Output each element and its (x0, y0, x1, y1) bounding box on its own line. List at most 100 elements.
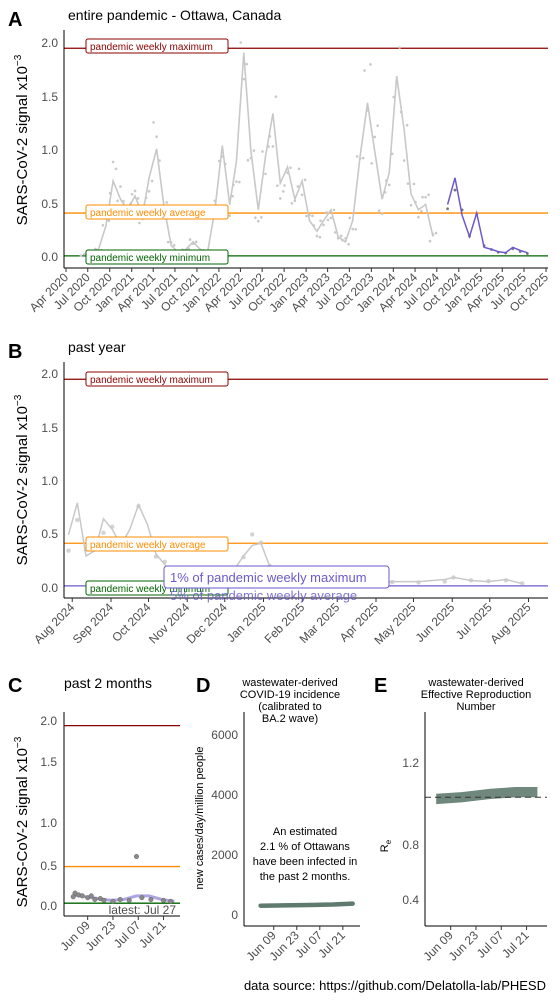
panel-c-plot (64, 725, 180, 904)
raw-data-point (369, 63, 372, 66)
data-point (92, 897, 98, 903)
raw-data-point (235, 180, 238, 183)
annotation-line: have been infected in (253, 856, 358, 868)
raw-data-point (130, 192, 134, 196)
raw-data-point (434, 231, 438, 235)
data-point (139, 895, 145, 901)
raw-data-point (147, 190, 151, 193)
y-tick-label: 2.0 (41, 367, 58, 381)
raw-data-point (347, 242, 350, 246)
raw-data-point (271, 145, 275, 148)
raw-data-point (136, 197, 140, 200)
average-label: pandemic weekly average (90, 208, 206, 219)
one-percent-max-label-box (163, 565, 390, 589)
y-tick-label: 1.0 (40, 816, 57, 830)
x-tick-label: Jul 21 (315, 928, 348, 961)
y-tick-label: 0.5 (41, 197, 58, 211)
panel-b-title: past year (68, 339, 126, 355)
panel-e: E wastewater-derived Effective Reproduct… (374, 675, 547, 964)
raw-data-point (116, 199, 119, 203)
maximum-label: pandemic weekly maximum (90, 42, 213, 53)
title-line: wastewater-derived (427, 677, 523, 689)
panel-d-plot (258, 901, 355, 908)
raw-data-point (260, 216, 263, 219)
raw-data-point (75, 517, 80, 523)
raw-data-point (283, 184, 286, 187)
raw-data-point (279, 197, 282, 200)
raw-data-point (297, 167, 301, 171)
raw-data-point (420, 209, 423, 213)
panel-e-y-ticks: 0.4 0.8 1.2 (402, 756, 419, 907)
y-tick-label: 6000 (211, 728, 238, 742)
panel-e-title: wastewater-derived Effective Reproductio… (421, 677, 531, 713)
x-tick-label: Jan 2025 (224, 600, 269, 645)
panel-d-y-axis-title: new cases/day/million people (194, 746, 206, 889)
panel-a-plot (64, 41, 548, 257)
raw-data-point (165, 201, 169, 204)
raw-data-point (114, 167, 118, 171)
y-tick-label: 2000 (211, 848, 238, 862)
raw-data-point (326, 218, 330, 222)
x-tick-label: Jul 07 (111, 918, 144, 951)
raw-data-point (363, 69, 366, 72)
raw-data-point (402, 159, 406, 162)
x-tick-label: Jun 23 (446, 928, 482, 964)
raw-data-point (354, 228, 358, 231)
data-point (101, 897, 107, 903)
five-percent-avg-label: 5% of pandemic weekly average (170, 588, 357, 603)
panel-e-plot (425, 787, 547, 805)
raw-data-point (289, 166, 292, 170)
title-line: Number (456, 701, 495, 713)
panel-a-letter: A (8, 9, 22, 31)
raw-data-point (322, 223, 325, 227)
annotation-line: the past 2 months. (260, 871, 351, 883)
data-point (88, 893, 94, 899)
raw-data-point (405, 123, 409, 127)
data-point (133, 854, 139, 860)
minimum-label: pandemic weekly minimum (90, 584, 210, 595)
title-line: BA.2 wave) (262, 713, 318, 725)
raw-data-point (424, 195, 427, 199)
raw-data-point (238, 180, 241, 184)
raw-data-point (296, 185, 300, 188)
raw-data-point (325, 211, 328, 214)
raw-data-point (254, 216, 257, 220)
panel-b-y-axis-title: SARS-CoV-2 signal x10−3 (13, 394, 31, 565)
maximum-label-box (85, 38, 229, 54)
raw-data-point (398, 46, 401, 49)
y-tick-label: 1.2 (402, 756, 419, 770)
raw-data-point (150, 179, 154, 183)
raw-data-point (264, 172, 267, 176)
raw-data-point (412, 182, 416, 186)
raw-data-point (380, 212, 384, 216)
panel-c-title: past 2 months (64, 675, 152, 691)
raw-data-point (387, 183, 391, 187)
raw-data-point (274, 95, 278, 98)
raw-data-point (339, 234, 343, 238)
y-tick-label: 2.0 (41, 36, 58, 50)
raw-data-point (428, 239, 432, 243)
panel-d-annotation: An estimated 2.1 % of Ottawans have been… (253, 826, 358, 883)
raw-data-point (421, 195, 424, 199)
panel-e-letter: E (374, 675, 387, 697)
title-line: wastewater-derived (241, 677, 337, 689)
raw-data-point (79, 254, 83, 257)
re-confidence-band (436, 787, 538, 805)
maximum-label-box (85, 371, 229, 387)
panel-a: A entire pandemic - Ottawa, Canada SARS-… (8, 7, 551, 315)
raw-data-point (239, 41, 243, 44)
y-tick-label: 0.5 (40, 859, 57, 873)
raw-data-point (133, 189, 137, 193)
x-tick-label: Aug 2025 (487, 600, 533, 646)
panel-c: C past 2 months SARS-CoV-2 signal x10−3 … (8, 675, 180, 954)
data-point (117, 897, 123, 903)
raw-data-point (245, 62, 249, 66)
x-tick-label: Jul 21 (499, 928, 532, 961)
raw-data-point (329, 216, 333, 220)
x-tick-label: Sep 2024 (70, 600, 116, 646)
raw-data-point (250, 532, 255, 537)
